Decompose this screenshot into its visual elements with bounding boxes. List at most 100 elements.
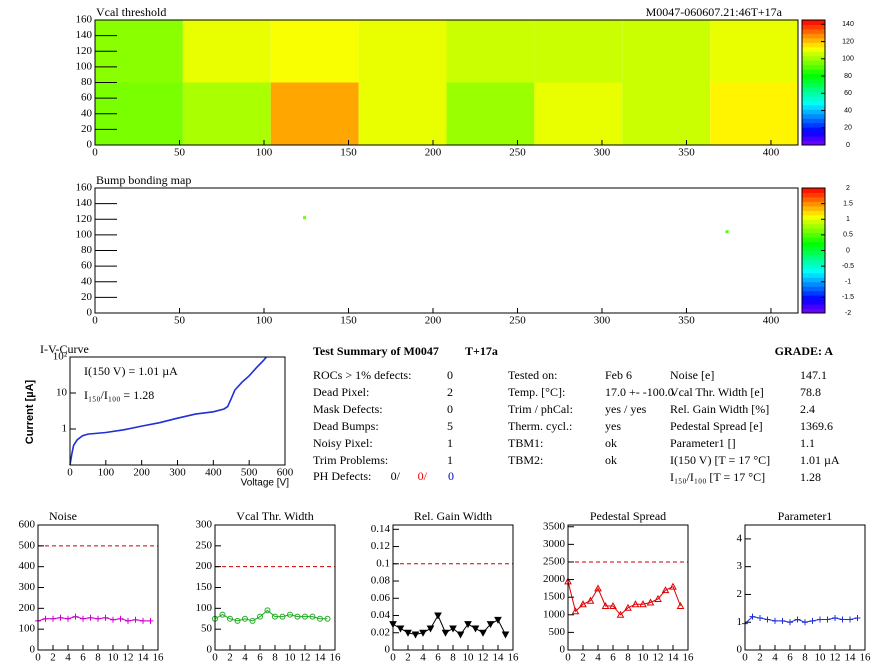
colorbar-step	[802, 136, 825, 142]
y-tick-label: 1	[62, 423, 68, 435]
colorbar-step	[802, 37, 825, 43]
data-point	[317, 615, 323, 622]
y-tick-label: 0.04	[371, 609, 391, 621]
data-point	[234, 617, 241, 624]
chart-title: Vcal threshold	[96, 5, 166, 19]
y-tick-label: 3500	[543, 520, 566, 532]
data-point	[404, 629, 412, 637]
summary-value: 1.1	[800, 436, 815, 450]
data-point	[125, 617, 131, 624]
data-point	[854, 615, 861, 622]
summary-label: TBM2:	[508, 453, 543, 467]
z-tick-label: -0.5	[842, 263, 854, 270]
summary-value: 0	[447, 368, 453, 382]
colorbar-step	[802, 228, 825, 234]
x-tick-label: 6	[787, 652, 793, 664]
data-point	[586, 596, 595, 604]
y-tick-label: 0.14	[371, 523, 391, 535]
summary-label: PH Defects:	[313, 469, 371, 483]
summary-label: Temp. [°C]:	[508, 385, 565, 399]
data-point	[787, 619, 793, 626]
colorbar-step	[802, 73, 825, 79]
colorbar-step	[802, 277, 825, 283]
data-point	[434, 612, 442, 620]
colorbar-step	[802, 95, 825, 101]
colorbar-step	[802, 64, 825, 70]
summary-title: Test Summary of M0047	[313, 344, 439, 358]
summary-value: 0/	[391, 469, 401, 483]
x-tick-label: 300	[594, 147, 611, 159]
chart-title: Pedestal Spread	[590, 509, 666, 523]
x-tick-label: 0	[212, 652, 218, 664]
grade: GRADE: A	[775, 344, 834, 358]
data-point	[419, 629, 427, 637]
colorbar-step	[802, 46, 825, 52]
data-point	[601, 601, 610, 609]
summary-label: Trim / phCal:	[508, 402, 573, 416]
heatmap-cell	[710, 82, 798, 145]
heatmap-cell	[622, 82, 711, 145]
summary-value: 147.1	[800, 368, 827, 382]
colorbar-step	[802, 205, 825, 211]
y-tick-label: 0.12	[371, 540, 390, 552]
x-tick-label: 16	[683, 652, 695, 664]
y-tick-label: 3	[737, 560, 743, 572]
summary-label: Parameter1 []	[670, 436, 736, 450]
data-point	[809, 617, 816, 624]
summary-tag: T+17a	[465, 344, 498, 358]
colorbar-step	[802, 295, 825, 301]
y-tick-label: 0	[737, 644, 743, 656]
data-point	[309, 613, 316, 620]
data-point	[42, 615, 49, 622]
data-point	[817, 616, 823, 623]
data-point	[794, 616, 801, 623]
x-tick-label: 14	[845, 652, 857, 664]
data-point	[631, 600, 640, 608]
summary-value: yes / yes	[605, 402, 647, 416]
bump-point	[725, 230, 729, 234]
colorbar-step	[802, 55, 825, 61]
x-tick-label: 250	[509, 147, 526, 159]
colorbar-step	[802, 86, 825, 92]
y-tick-label: 40	[81, 107, 93, 119]
x-tick-label: 8	[802, 652, 808, 664]
summary-value: 2.4	[800, 402, 815, 416]
y-tick-label: 250	[196, 539, 213, 551]
data-point	[110, 616, 116, 623]
colorbar-step	[802, 60, 825, 66]
colorbar-step	[802, 246, 825, 251]
data-point	[609, 601, 617, 609]
colorbar-step	[802, 232, 825, 238]
summary-value: 0	[448, 469, 454, 483]
summary-label: Rel. Gain Width [%]	[670, 402, 769, 416]
data-point	[479, 629, 487, 637]
data-point	[102, 614, 109, 621]
y-tick-label: 120	[76, 213, 93, 225]
colorbar-step	[802, 214, 825, 220]
x-tick-label: 16	[860, 652, 872, 664]
heatmap-cell	[534, 20, 623, 83]
data-point	[147, 617, 154, 624]
y-tick-label: 160	[76, 14, 93, 26]
y-tick-label: 0.02	[371, 626, 390, 638]
heatmap-cell	[534, 82, 623, 145]
x-tick-label: 2	[50, 652, 56, 664]
data-point	[646, 598, 655, 606]
data-point	[654, 594, 662, 602]
x-tick-label: 600	[277, 467, 294, 479]
data-line	[392, 614, 506, 636]
data-point	[669, 582, 677, 590]
heatmap-cell	[622, 20, 711, 83]
data-point	[80, 615, 86, 622]
x-tick-label: 250	[509, 315, 526, 327]
summary-value: 17.0 +- -100.0	[605, 385, 674, 399]
heatmap-cell	[710, 20, 798, 83]
x-tick-label: 10	[285, 652, 297, 664]
plot-frame	[94, 187, 799, 314]
heatmap-cell	[446, 82, 535, 145]
colorbar-step	[802, 281, 825, 287]
data-point	[140, 617, 146, 624]
x-tick-label: 8	[625, 652, 631, 664]
plot-frame	[214, 524, 336, 651]
